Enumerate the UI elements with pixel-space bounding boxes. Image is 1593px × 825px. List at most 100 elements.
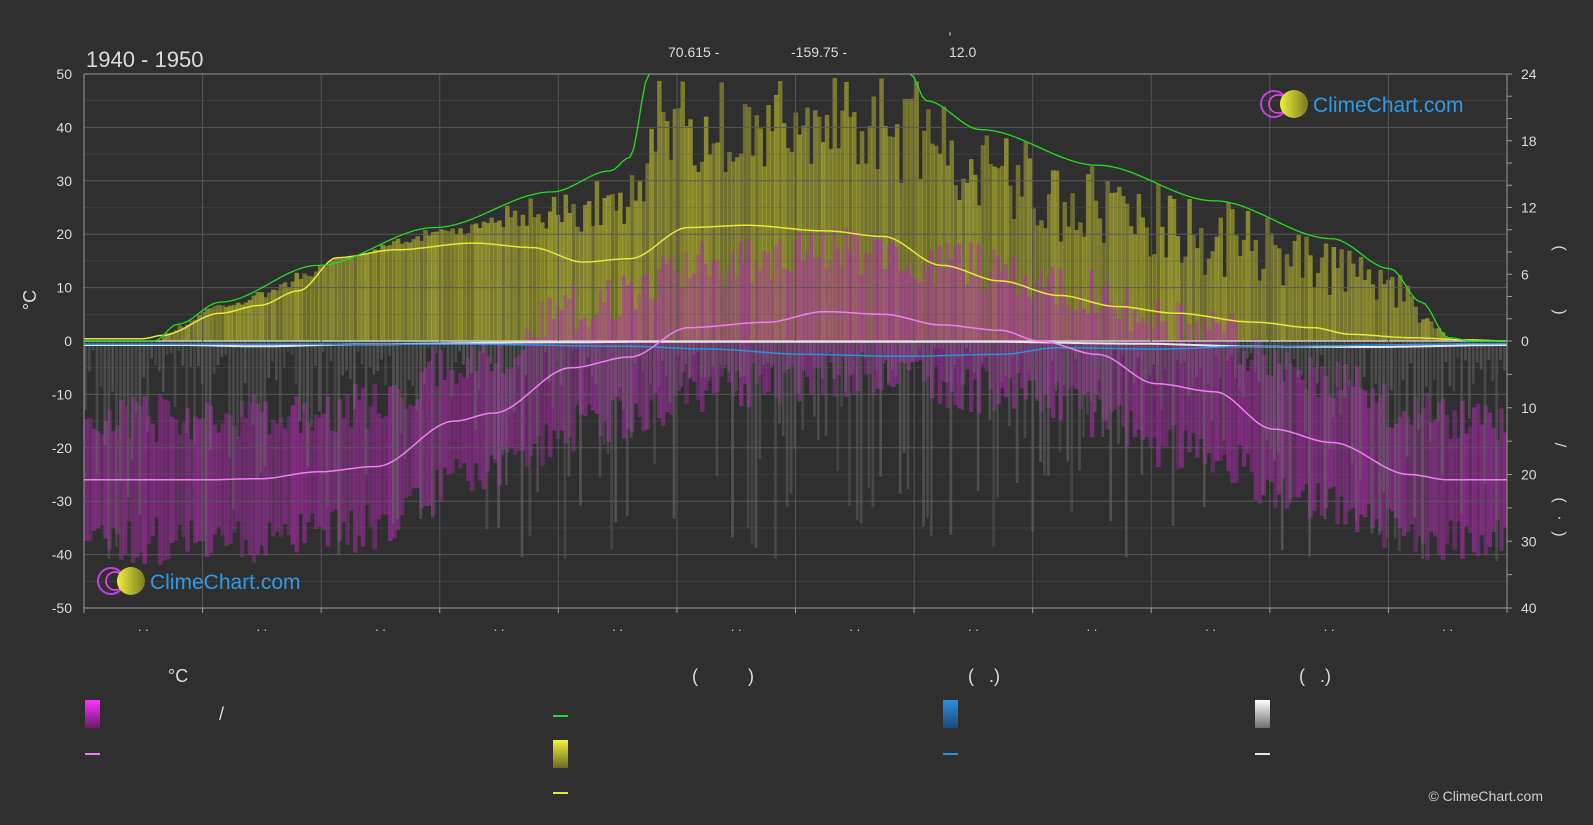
sunshine-daily-bar bbox=[649, 128, 654, 341]
precip-daily-bar bbox=[1206, 341, 1210, 384]
sunshine-daily-bar bbox=[805, 107, 810, 342]
precip-daily-bar bbox=[594, 341, 598, 385]
sunshine-daily-bar bbox=[1054, 170, 1060, 341]
left-tick-label: -50 bbox=[52, 600, 72, 616]
precip-daily-bar bbox=[797, 341, 801, 394]
sunshine-daily-bar bbox=[1089, 166, 1095, 341]
temp-daily-range-bar bbox=[1362, 390, 1368, 518]
precip-daily-bar bbox=[1046, 341, 1050, 476]
precip-daily-bar bbox=[115, 341, 118, 547]
sunshine-daily-bar bbox=[1097, 218, 1103, 341]
temp-daily-range-bar bbox=[1374, 402, 1379, 520]
logo-top[interactable]: ClimeChart.com bbox=[1260, 90, 1464, 118]
temp-daily-range-bar bbox=[423, 368, 428, 507]
sunshine-daily-bar bbox=[575, 226, 580, 341]
sunshine-daily-bar bbox=[1354, 276, 1360, 341]
precip-daily-bar bbox=[692, 341, 695, 355]
precip-daily-bar bbox=[606, 341, 610, 455]
sunshine-daily-bar bbox=[251, 295, 257, 341]
precip-daily-bar bbox=[1257, 341, 1261, 382]
sunshine-daily-bar bbox=[516, 225, 522, 341]
sunshine-daily-bar bbox=[1261, 268, 1266, 341]
precip-daily-bar bbox=[1187, 341, 1191, 396]
temp-daily-range-bar bbox=[505, 368, 510, 453]
precip-daily-bar bbox=[754, 341, 758, 548]
sunshine-daily-bar bbox=[567, 212, 572, 341]
precip-daily-bar bbox=[1035, 341, 1038, 399]
logo-bottom[interactable]: ClimeChart.com bbox=[97, 567, 301, 595]
precip-daily-bar bbox=[1183, 341, 1187, 362]
precip-daily-bar bbox=[1280, 341, 1284, 551]
precip-daily-bar bbox=[1015, 341, 1019, 483]
precip-daily-bar bbox=[852, 341, 855, 374]
precip-daily-bar bbox=[388, 341, 391, 357]
precip-daily-bar bbox=[1335, 341, 1339, 387]
precip-daily-bar bbox=[197, 341, 200, 367]
left-tick-label: 30 bbox=[56, 173, 72, 189]
precip-daily-bar bbox=[1202, 341, 1206, 508]
sunshine-daily-bar bbox=[1140, 217, 1146, 341]
sunshine-daily-bar bbox=[177, 325, 183, 341]
precip-daily-bar bbox=[345, 341, 348, 371]
precip-daily-bar bbox=[228, 341, 231, 459]
precip-daily-bar bbox=[1062, 341, 1066, 386]
precip-daily-bar bbox=[707, 341, 711, 381]
precip-daily-bar bbox=[1343, 341, 1346, 398]
precip-daily-bar bbox=[1339, 341, 1343, 415]
sunshine-daily-bar bbox=[423, 230, 428, 341]
precip-daily-bar bbox=[563, 341, 567, 559]
precip-daily-bar bbox=[189, 341, 192, 367]
precip-daily-bar bbox=[473, 341, 477, 430]
sunshine-daily-bar bbox=[1070, 193, 1075, 341]
sunshine-daily-bar bbox=[255, 291, 261, 341]
sunshine-daily-bar bbox=[181, 327, 186, 341]
precip-daily-bar bbox=[898, 341, 902, 494]
sunshine-daily-bar bbox=[505, 205, 510, 341]
precip-daily-bar bbox=[423, 341, 426, 384]
precip-daily-bar bbox=[1148, 341, 1152, 376]
sunshine-daily-bar bbox=[419, 240, 424, 341]
sunshine-daily-bar bbox=[1257, 280, 1262, 341]
precip-daily-bar bbox=[1245, 341, 1249, 358]
sunshine-daily-bar bbox=[836, 148, 841, 341]
precip-daily-bar bbox=[645, 341, 649, 430]
precip-daily-bar bbox=[774, 341, 777, 559]
precip-daily-bar bbox=[1253, 341, 1257, 373]
temp-daily-range-bar bbox=[434, 386, 440, 471]
precip-daily-bar bbox=[275, 341, 278, 381]
sunshine-daily-bar bbox=[972, 174, 978, 341]
temp-daily-range-bar bbox=[1144, 324, 1149, 437]
sunshine-daily-bar bbox=[528, 198, 533, 341]
sunshine-daily-bar bbox=[1163, 257, 1169, 341]
right-top-tick-label: 24 bbox=[1521, 66, 1537, 82]
sunshine-daily-bar bbox=[1276, 248, 1282, 341]
legend-temp-header: °C bbox=[168, 666, 189, 686]
legend-temp-range-swatch bbox=[85, 700, 100, 728]
sunshine-daily-bar bbox=[1031, 208, 1036, 341]
precip-daily-bar bbox=[1234, 341, 1237, 378]
precip-daily-bar bbox=[984, 341, 988, 358]
precip-daily-bar bbox=[130, 341, 134, 461]
sunshine-daily-bar bbox=[1074, 229, 1079, 341]
temp-daily-range-bar bbox=[524, 327, 530, 467]
sunshine-daily-bar bbox=[512, 210, 518, 341]
sunshine-daily-bar bbox=[898, 182, 904, 341]
copyright[interactable]: © ClimeChart.com bbox=[1428, 788, 1543, 804]
left-tick-label: 0 bbox=[64, 333, 72, 349]
precip-daily-bar bbox=[961, 341, 964, 410]
precip-daily-bar bbox=[1308, 341, 1311, 557]
precip-daily-bar bbox=[302, 341, 306, 411]
precip-daily-bar bbox=[232, 341, 235, 510]
sunshine-daily-bar bbox=[1015, 165, 1021, 341]
left-tick-label: -20 bbox=[52, 440, 72, 456]
temp-daily-range-bar bbox=[668, 255, 674, 415]
precip-daily-bar bbox=[840, 341, 844, 407]
sunshine-daily-bar bbox=[1405, 285, 1411, 341]
temp-daily-range-bar bbox=[1023, 275, 1029, 400]
month-tick-label: . . bbox=[1324, 619, 1335, 634]
sunshine-daily-bar bbox=[462, 235, 467, 341]
precip-daily-bar bbox=[329, 341, 333, 362]
precip-daily-bar bbox=[781, 341, 785, 436]
temp-daily-range-bar bbox=[415, 399, 420, 489]
